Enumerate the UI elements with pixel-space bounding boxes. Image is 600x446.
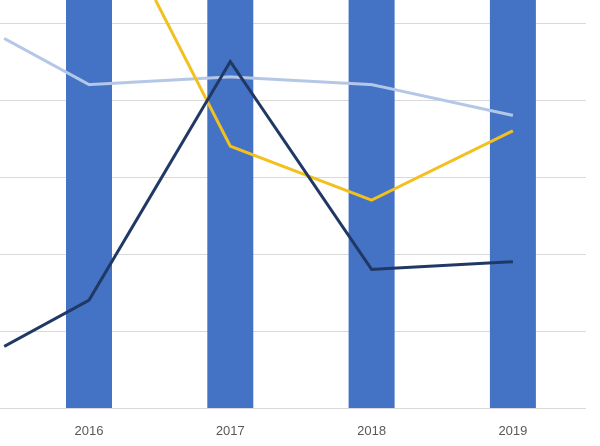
x-tick-label: 2016 (75, 423, 104, 438)
bar-2018 (348, 0, 395, 408)
x-tick-label: 2017 (216, 423, 245, 438)
line-series-dark-navy (3, 58, 513, 348)
x-tick-label: 2019 (498, 423, 527, 438)
line-series-gold (154, 0, 514, 202)
bar-series (66, 0, 536, 408)
line-series-group (3, 0, 514, 348)
line-series-light-blue (3, 37, 514, 117)
bar-2016 (66, 0, 112, 408)
x-axis: 2016 2017 2018 2019 (0, 408, 586, 438)
x-tick-label: 2018 (357, 423, 386, 438)
bar-2017 (207, 0, 254, 408)
bar-2019 (489, 0, 536, 408)
